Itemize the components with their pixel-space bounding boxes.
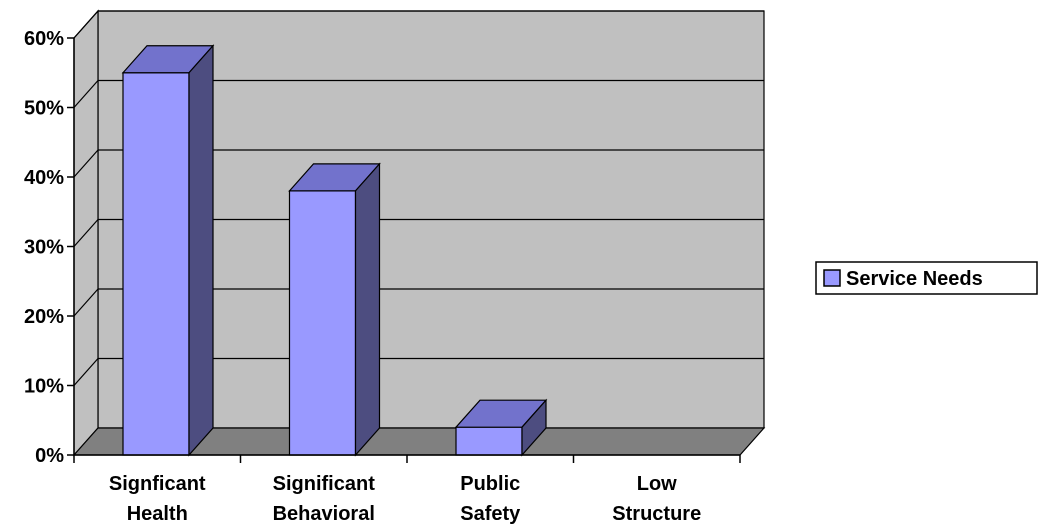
bar-front bbox=[288, 190, 357, 456]
y-tick-label: 20% bbox=[24, 306, 64, 328]
y-tick-label: 50% bbox=[24, 98, 64, 120]
gridline-side bbox=[73, 288, 99, 317]
legend-swatch bbox=[823, 269, 841, 287]
bar-side bbox=[354, 162, 381, 457]
legend-label: Service Needs bbox=[846, 268, 983, 290]
y-tick-label: 40% bbox=[24, 167, 64, 189]
x-tick-label: Public Safety bbox=[460, 473, 521, 525]
bar-front bbox=[122, 72, 190, 456]
bar bbox=[454, 398, 548, 457]
bar-side bbox=[188, 44, 214, 457]
y-tick-label: 10% bbox=[24, 376, 64, 398]
bars bbox=[121, 44, 548, 457]
bar bbox=[288, 162, 381, 457]
legend-box bbox=[815, 261, 1038, 295]
x-tick-label: Significant Behavioral bbox=[273, 473, 376, 525]
gridline-side bbox=[73, 358, 99, 386]
x-tick-label: Low Structure bbox=[612, 473, 701, 525]
gridline-side bbox=[73, 219, 99, 247]
bar-front bbox=[455, 426, 523, 456]
bar-side bbox=[521, 398, 547, 457]
y-tick-label: 30% bbox=[24, 237, 64, 259]
x-axis-labels: Signficant Health Significant Behavioral Pub… bbox=[109, 473, 701, 525]
gridline-side bbox=[73, 149, 99, 178]
y-tick-label: 0% bbox=[35, 445, 64, 467]
y-tick-label: 60% bbox=[24, 28, 64, 50]
x-tick-label: Signficant Health bbox=[109, 473, 206, 525]
bar bbox=[121, 44, 215, 457]
legend: Service Needs bbox=[815, 261, 1038, 295]
y-axis-ticks: 0% 10% 20% 30% 40% 50% 60% bbox=[24, 28, 74, 467]
gridline-side bbox=[73, 10, 99, 39]
gridline-side bbox=[73, 80, 99, 108]
